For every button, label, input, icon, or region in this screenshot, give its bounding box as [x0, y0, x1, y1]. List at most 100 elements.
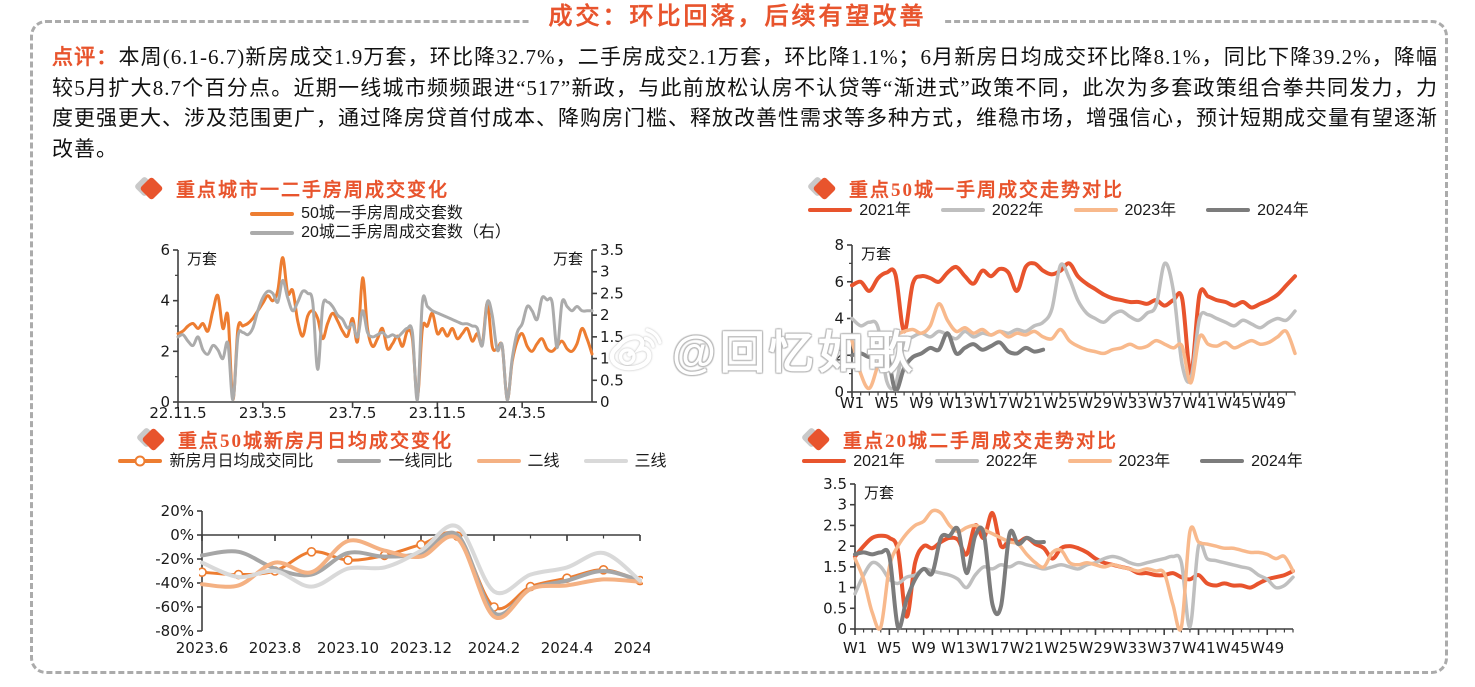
svg-text:W33: W33 — [1113, 394, 1147, 412]
comment-text: 本周(6.1-6.7)新房成交1.9万套，环比降32.7%，二手房成交2.1万套… — [52, 45, 1439, 161]
svg-text:0.5: 0.5 — [600, 371, 624, 389]
legend-label: 2022年 — [991, 201, 1044, 219]
legend-item: 2022年 — [934, 452, 1038, 471]
svg-text:W5: W5 — [875, 394, 899, 412]
svg-text:1: 1 — [837, 579, 847, 597]
svg-text:W41: W41 — [1182, 394, 1216, 412]
legend-swatch — [583, 459, 628, 463]
svg-text:24.3.5: 24.3.5 — [498, 404, 546, 422]
legend-item: 一线同比 — [337, 452, 453, 471]
legend-item: 2023年 — [1073, 201, 1176, 220]
chart-title-row: 重点城市一二手房周成交变化 — [133, 175, 628, 201]
svg-text:2024.4: 2024.4 — [541, 639, 594, 657]
comment-paragraph: 点评：本周(6.1-6.7)新房成交1.9万套，环比降32.7%，二手房成交2.… — [52, 42, 1438, 164]
legend-item: 三线 — [583, 452, 667, 471]
svg-text:W25: W25 — [1044, 394, 1078, 412]
chart-title: 重点50城新房月日均成交变化 — [178, 430, 454, 452]
legend-item: 2024年 — [1200, 452, 1303, 471]
legend-item: 2021年 — [808, 201, 911, 220]
legend-item: 20城二手房周成交套数（右） — [250, 223, 511, 242]
legend-item: 2024年 — [1206, 201, 1309, 220]
chart-20city-second-home-weekly-compare: 重点20城二手周成交走势对比 2021年 2022年 2023年 2024年 0 0.5… — [800, 426, 1305, 659]
chart-plot: 0 2 4 6 万套 0 0.5 1 1.5 2 2.5 3 3.5 万套 22.11.5 23.3.5 23.… — [149, 242, 624, 422]
legend-swatch — [1073, 208, 1118, 212]
svg-text:3.5: 3.5 — [823, 475, 847, 493]
legend-swatch — [1067, 459, 1112, 463]
chart-title-row: 重点20城二手周成交走势对比 — [800, 426, 1305, 452]
svg-text:0: 0 — [834, 383, 844, 401]
svg-text:4: 4 — [834, 310, 844, 328]
legend-label: 二线 — [527, 452, 560, 470]
svg-text:2.5: 2.5 — [600, 284, 624, 302]
chart-legend: 新房月日均成交同比 一线同比 二线 三线 — [118, 451, 667, 471]
svg-text:2.5: 2.5 — [823, 516, 847, 534]
svg-text:W5: W5 — [877, 639, 901, 657]
chart-legend: 2021年 2022年 2023年 2024年 — [800, 451, 1305, 471]
chart-title: 重点20城二手周成交走势对比 — [843, 430, 1119, 452]
svg-text:-60%: -60% — [155, 598, 194, 616]
svg-text:W29: W29 — [1078, 394, 1112, 412]
svg-text:0: 0 — [837, 620, 847, 638]
legend-swatch — [476, 459, 521, 463]
chart-plot: 0 2 4 6 8 万套 W1 W5 W9 W13 W17 W21 W25 W29 W33 W37 W41 W45… — [834, 236, 1297, 412]
chart-plot: 20% 0% -20% -40% -60% -80%2023.6 2023.8 2023.10… — [155, 502, 650, 657]
legend-swatch — [1206, 208, 1251, 212]
svg-text:W9: W9 — [912, 639, 936, 657]
legend-marker — [134, 455, 146, 467]
legend-label: 2021年 — [859, 201, 911, 219]
svg-text:8: 8 — [834, 236, 844, 254]
legend-swatch — [934, 459, 979, 463]
svg-text:W1: W1 — [840, 394, 864, 412]
comment-label: 点评： — [52, 45, 119, 69]
svg-text:0: 0 — [600, 393, 610, 411]
svg-text:2: 2 — [834, 346, 844, 364]
svg-text:0: 0 — [160, 393, 170, 411]
svg-text:2023.10: 2023.10 — [317, 639, 379, 657]
svg-text:W21: W21 — [1010, 639, 1044, 657]
svg-text:2: 2 — [837, 537, 847, 555]
legend-swatch — [250, 230, 295, 235]
svg-text:W13: W13 — [941, 639, 975, 657]
svg-text:3: 3 — [837, 496, 847, 514]
svg-text:W45: W45 — [1216, 639, 1250, 657]
legend-label: 2024年 — [1251, 452, 1303, 470]
legend-item: 新房月日均成交同比 — [118, 452, 313, 471]
svg-text:-40%: -40% — [155, 574, 194, 592]
chart-title-row: 重点50城新房月日均成交变化 — [135, 426, 650, 452]
legend-swatch — [337, 459, 382, 463]
svg-text:2023.12: 2023.12 — [390, 639, 452, 657]
legend-item: 二线 — [476, 452, 560, 471]
svg-text:W37: W37 — [1148, 394, 1182, 412]
svg-text:3.5: 3.5 — [600, 242, 624, 259]
svg-text:-20%: -20% — [155, 550, 194, 568]
svg-text:-80%: -80% — [155, 622, 194, 640]
svg-text:W13: W13 — [939, 394, 973, 412]
legend-swatch — [808, 208, 853, 212]
legend-label: 一线同比 — [388, 452, 453, 470]
legend-label: 三线 — [634, 452, 667, 470]
legend-swatch — [940, 208, 985, 212]
svg-text:2024.6: 2024.6 — [614, 639, 650, 657]
chart-50city-new-home-monthly-yoy: 重点50城新房月日均成交变化 新房月日均成交同比 一线同比 二线 三线 20% 0% -2… — [118, 426, 667, 659]
chart-title: 重点城市一二手房周成交变化 — [176, 179, 450, 201]
legend-item: 2023年 — [1067, 452, 1170, 471]
svg-text:W25: W25 — [1044, 639, 1078, 657]
chart-legend: 2021年 2022年 2023年 2024年 — [806, 200, 1311, 220]
legend-swatch — [118, 455, 163, 467]
svg-text:6: 6 — [834, 273, 844, 291]
svg-text:1: 1 — [600, 350, 610, 368]
svg-text:23.11.5: 23.11.5 — [409, 404, 466, 422]
legend-label: 2022年 — [985, 452, 1038, 470]
svg-text:W33: W33 — [1113, 639, 1147, 657]
legend-swatch — [250, 211, 295, 216]
svg-text:3: 3 — [600, 263, 610, 281]
svg-text:1.5: 1.5 — [600, 328, 624, 346]
svg-text:W37: W37 — [1147, 639, 1181, 657]
svg-text:W21: W21 — [1009, 394, 1043, 412]
legend-swatch — [1200, 459, 1245, 463]
svg-text:万套: 万套 — [553, 250, 583, 268]
legend-label: 50城一手房周成交套数 — [301, 205, 463, 222]
svg-text:23.7.5: 23.7.5 — [329, 404, 377, 422]
svg-text:万套: 万套 — [864, 484, 894, 502]
